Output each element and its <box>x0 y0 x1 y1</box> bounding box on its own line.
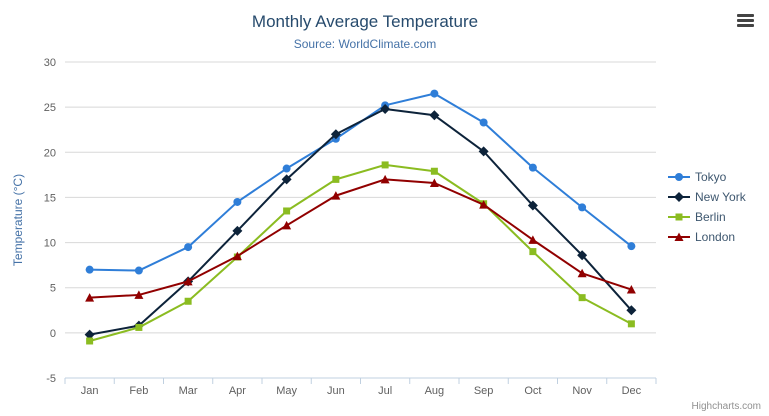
legend-item-new-york[interactable]: New York <box>668 187 746 207</box>
data-point-tokyo[interactable] <box>578 203 587 212</box>
data-point-new-york[interactable] <box>478 146 489 157</box>
data-point-berlin[interactable] <box>283 207 291 215</box>
data-point-berlin[interactable] <box>332 175 340 183</box>
y-axis-label: 0 <box>50 328 56 340</box>
x-axis-label: Sep <box>474 385 494 397</box>
data-point-berlin[interactable] <box>381 161 389 169</box>
data-point-new-york[interactable] <box>84 329 95 340</box>
credits-link[interactable]: Highcharts.com <box>691 401 761 412</box>
hamburger-menu-icon <box>735 13 755 27</box>
y-axis-label: 30 <box>44 57 56 69</box>
data-point-berlin[interactable] <box>578 294 586 302</box>
x-axis-label: May <box>276 385 297 397</box>
y-axis-label: 10 <box>44 238 56 250</box>
x-axis-label: Jul <box>378 385 392 397</box>
y-axis-label: 20 <box>44 147 56 159</box>
data-point-berlin[interactable] <box>86 337 94 345</box>
x-axis-label: Nov <box>572 385 592 397</box>
x-axis-label: Aug <box>425 385 445 397</box>
data-point-london[interactable] <box>232 251 242 261</box>
data-point-new-york[interactable] <box>380 103 391 114</box>
data-point-new-york[interactable] <box>429 110 440 121</box>
chart-title: Monthly Average Temperature <box>251 12 479 31</box>
data-point-new-york[interactable] <box>232 225 243 236</box>
legend-item-tokyo[interactable]: Tokyo <box>668 167 746 187</box>
data-point-new-york[interactable] <box>330 129 341 140</box>
x-axis-label: Jan <box>81 385 99 397</box>
data-point-london[interactable] <box>134 290 144 299</box>
data-point-tokyo[interactable] <box>430 89 439 98</box>
data-point-london[interactable] <box>626 285 636 294</box>
series-line-tokyo <box>89 92 632 272</box>
data-point-tokyo[interactable] <box>627 242 636 251</box>
data-point-london[interactable] <box>429 178 439 187</box>
data-point-tokyo[interactable] <box>479 118 488 127</box>
data-point-tokyo[interactable] <box>85 265 94 274</box>
legend-symbol-london[interactable] <box>674 232 684 242</box>
x-axis-label: Mar <box>179 385 198 397</box>
y-axis-label: 15 <box>44 192 56 204</box>
y-axis-title: Temperature (°C) <box>11 173 25 267</box>
legend-marker-berlin <box>668 213 690 221</box>
data-point-new-york[interactable] <box>577 250 588 261</box>
legend-symbol-new-york[interactable] <box>674 192 684 202</box>
data-point-tokyo[interactable] <box>233 197 242 206</box>
data-point-london[interactable] <box>85 293 95 302</box>
x-axis-label: Apr <box>229 385 246 397</box>
data-point-new-york[interactable] <box>281 174 292 185</box>
data-point-berlin[interactable] <box>135 323 143 331</box>
data-point-london[interactable] <box>282 220 292 230</box>
legend-label: Berlin <box>695 210 726 224</box>
y-axis-label: -5 <box>46 373 56 385</box>
data-point-london[interactable] <box>577 268 587 278</box>
legend-symbol-berlin[interactable] <box>675 213 683 221</box>
data-point-berlin[interactable] <box>184 297 192 305</box>
data-point-tokyo[interactable] <box>282 164 291 173</box>
data-point-berlin[interactable] <box>529 248 537 256</box>
legend: Tokyo New York Berlin London <box>668 167 746 247</box>
legend-label: London <box>695 230 736 244</box>
legend-marker-new-york <box>668 192 690 202</box>
data-point-tokyo[interactable] <box>134 266 143 275</box>
chart-subtitle: Source: WorldClimate.com <box>293 37 437 51</box>
data-point-tokyo[interactable] <box>184 243 193 252</box>
series-line-new-york <box>89 107 633 336</box>
legend-label: Tokyo <box>695 170 727 184</box>
data-point-new-york[interactable] <box>626 305 637 316</box>
legend-item-berlin[interactable]: Berlin <box>668 207 746 227</box>
x-axis-label: Jun <box>327 385 345 397</box>
series-line-london <box>89 178 632 299</box>
data-point-berlin[interactable] <box>430 167 438 175</box>
legend-marker-tokyo <box>668 173 690 181</box>
data-point-london[interactable] <box>528 235 538 244</box>
data-point-london[interactable] <box>380 174 390 184</box>
export-menu-button[interactable] <box>731 8 759 32</box>
data-point-london[interactable] <box>331 191 341 200</box>
legend-label: New York <box>695 190 746 204</box>
x-axis-label: Oct <box>524 385 541 397</box>
y-axis-label: 5 <box>50 283 56 295</box>
data-point-tokyo[interactable] <box>528 163 537 172</box>
data-point-new-york[interactable] <box>527 200 538 211</box>
x-axis-label: Feb <box>129 385 148 397</box>
data-point-berlin[interactable] <box>627 320 635 328</box>
series-line-berlin <box>89 163 632 342</box>
legend-item-london[interactable]: London <box>668 227 746 247</box>
y-axis-label: 25 <box>44 102 56 114</box>
legend-symbol-tokyo[interactable] <box>675 173 683 181</box>
x-axis-label: Dec <box>622 385 642 397</box>
data-point-london[interactable] <box>479 200 489 209</box>
data-point-london[interactable] <box>183 276 193 286</box>
legend-marker-london <box>668 232 690 242</box>
